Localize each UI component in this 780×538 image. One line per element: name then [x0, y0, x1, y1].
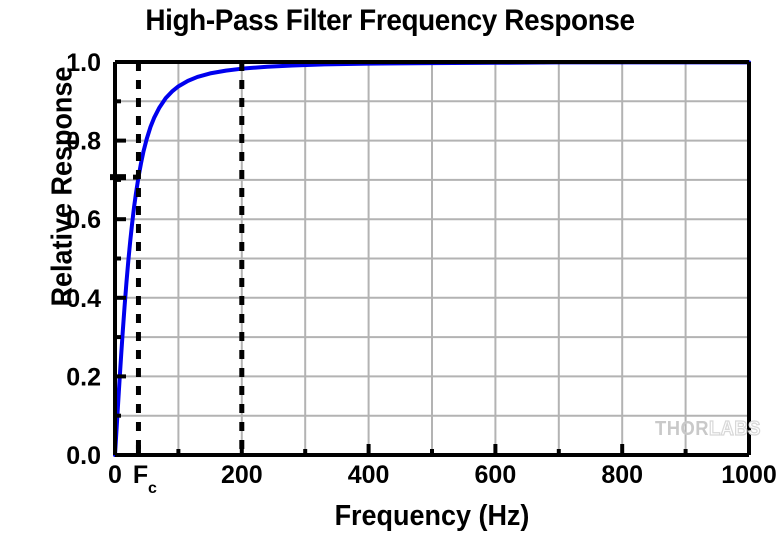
x-tick-label: 1000 [721, 461, 777, 489]
y-tick-label: 1.0 [66, 49, 101, 77]
axis-ticks [110, 60, 751, 457]
gridlines [115, 62, 749, 455]
y-tick-label: 0.0 [66, 442, 101, 470]
y-tick-label: 0.6 [66, 206, 101, 234]
axis-tick-labels: 0 200 400 600 800 1000 0.0 0.2 0.4 0.6 0.8 1.0 F c [66, 49, 777, 497]
x-tick-label: 0 [108, 461, 122, 489]
cutoff-label: F [133, 461, 148, 489]
thorlabs-watermark: THORLABS [655, 418, 761, 440]
cutoff-label-subscript: c [148, 480, 157, 497]
x-tick-label: 600 [475, 461, 517, 489]
x-axis-title: Frequency (Hz) [334, 500, 530, 532]
watermark-labs-text: LABS [708, 418, 761, 440]
x-tick-label: 400 [348, 461, 390, 489]
y-tick-label: 0.4 [66, 285, 101, 313]
y-tick-label: 0.8 [66, 128, 101, 156]
x-tick-label: 800 [601, 461, 643, 489]
x-tick-label: 200 [221, 461, 263, 489]
y-tick-label: 0.2 [66, 363, 101, 391]
watermark-thor-text: THOR [655, 418, 709, 440]
page-title: High-Pass Filter Frequency Response [145, 4, 635, 37]
